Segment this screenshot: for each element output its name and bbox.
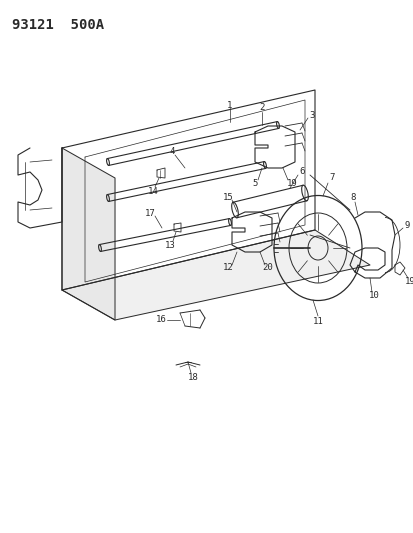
Text: 9: 9: [404, 221, 409, 230]
Text: 14: 14: [147, 187, 158, 196]
Polygon shape: [62, 148, 115, 320]
Text: 93121  500A: 93121 500A: [12, 18, 104, 32]
Text: 11: 11: [312, 317, 323, 326]
Text: 18: 18: [187, 374, 198, 383]
Text: 19: 19: [286, 180, 297, 189]
Text: 6: 6: [299, 167, 304, 176]
Text: 17: 17: [144, 208, 155, 217]
Text: 2: 2: [259, 103, 264, 112]
Text: 16: 16: [155, 316, 166, 325]
Text: 10: 10: [368, 292, 378, 301]
Text: 8: 8: [349, 193, 355, 203]
Text: 12: 12: [222, 263, 233, 272]
Text: 19: 19: [404, 278, 413, 287]
Text: 7: 7: [328, 174, 334, 182]
Text: 4: 4: [169, 148, 174, 157]
Text: 20: 20: [262, 263, 273, 272]
Polygon shape: [62, 90, 314, 290]
Text: 1: 1: [227, 101, 232, 109]
Text: 15: 15: [222, 192, 233, 201]
Polygon shape: [62, 230, 369, 320]
Text: 3: 3: [309, 110, 314, 119]
Text: 5: 5: [252, 180, 257, 189]
Text: 13: 13: [164, 240, 175, 249]
